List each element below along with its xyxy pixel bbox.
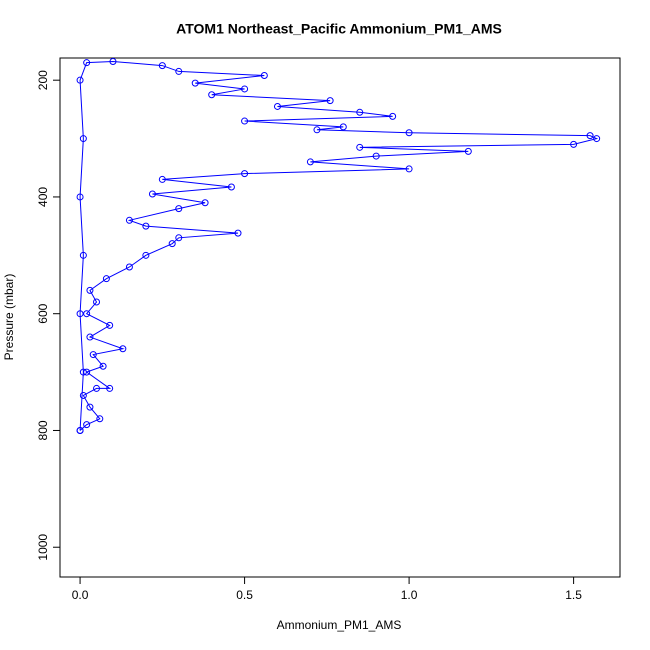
y-tick-label: 1000	[36, 534, 50, 561]
data-point	[79, 251, 87, 259]
data-point	[593, 135, 601, 143]
data-point	[260, 72, 268, 80]
data-point	[83, 59, 91, 67]
data-point	[89, 351, 97, 359]
data-point	[86, 333, 94, 341]
data-point	[389, 112, 397, 120]
data-point	[125, 263, 133, 271]
data-point	[93, 384, 101, 392]
data-point	[102, 275, 110, 283]
data-line	[79, 61, 599, 431]
data-point	[86, 403, 94, 411]
data-point	[241, 85, 249, 93]
x-axis-label: Ammonium_PM1_AMS	[277, 618, 402, 632]
data-point	[241, 170, 249, 178]
data-point	[83, 421, 91, 429]
data-point	[175, 234, 183, 242]
data-point	[96, 415, 104, 423]
data-point	[326, 97, 334, 105]
data-point	[234, 229, 242, 237]
x-tick-label: 0.5	[236, 588, 253, 602]
data-point	[109, 58, 117, 66]
data-point	[191, 79, 199, 87]
data-point	[106, 384, 114, 392]
data-point	[125, 216, 133, 224]
data-point	[76, 76, 84, 84]
data-point	[405, 129, 413, 137]
data-point	[158, 62, 166, 70]
data-point	[79, 391, 87, 399]
data-point	[76, 310, 84, 318]
data-point	[83, 310, 91, 318]
data-point	[464, 147, 472, 155]
data-point	[119, 345, 127, 353]
data-point	[83, 368, 91, 376]
data-point	[570, 140, 578, 148]
data-point	[241, 117, 249, 125]
y-tick-label: 800	[36, 420, 50, 440]
y-tick-label: 400	[36, 187, 50, 207]
data-point	[175, 67, 183, 75]
data-point	[306, 158, 314, 166]
data-point	[201, 199, 209, 207]
data-point	[175, 205, 183, 213]
data-point	[273, 102, 281, 110]
data-point	[79, 135, 87, 143]
data-point	[158, 175, 166, 183]
data-point	[208, 91, 216, 99]
data-point	[339, 123, 347, 131]
data-point	[356, 108, 364, 116]
data-point	[372, 152, 380, 160]
data-point	[79, 368, 87, 376]
data-point	[99, 362, 107, 370]
y-axis-label: Pressure (mbar)	[2, 274, 16, 361]
data-point	[76, 426, 84, 434]
x-tick-label: 1.5	[565, 588, 582, 602]
data-point	[168, 240, 176, 248]
data-point	[76, 193, 84, 201]
data-point	[405, 165, 413, 173]
y-tick-label: 600	[36, 303, 50, 323]
data-point	[93, 298, 101, 306]
data-point	[106, 321, 114, 329]
data-point	[142, 251, 150, 259]
x-tick-label: 1.0	[401, 588, 418, 602]
data-point	[86, 286, 94, 294]
x-tick-label: 0.0	[72, 588, 89, 602]
data-point	[313, 126, 321, 134]
plot-frame	[59, 57, 621, 578]
data-point	[142, 222, 150, 230]
data-point	[148, 190, 156, 198]
data-point	[227, 183, 235, 191]
data-point	[356, 143, 364, 151]
y-tick-label: 200	[36, 70, 50, 90]
chart-title: ATOM1 Northeast_Pacific Ammonium_PM1_AMS	[176, 21, 502, 37]
data-point	[586, 132, 594, 140]
